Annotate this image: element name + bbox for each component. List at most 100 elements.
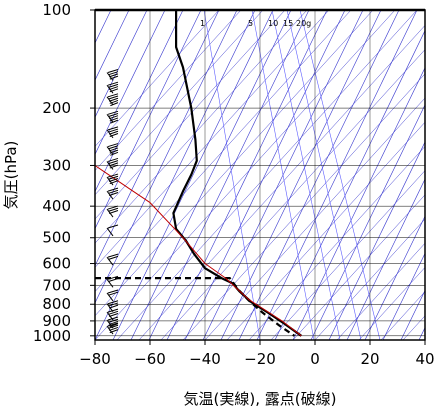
isotherm-line — [148, 10, 310, 340]
dry-adiabat-line — [95, 10, 220, 147]
dewpoint-profile-line — [95, 277, 296, 337]
barb-feather — [107, 93, 119, 98]
wind-barb — [106, 289, 119, 302]
background-lines — [95, 10, 425, 340]
wind-barb — [106, 110, 119, 124]
isotherm-line — [95, 10, 220, 267]
mixing-ratio-line — [251, 10, 315, 340]
dry-adiabat-line — [95, 10, 352, 292]
y-tick-label: 500 — [42, 229, 71, 247]
dry-adiabat-line — [270, 170, 425, 340]
barb-feather — [109, 149, 119, 154]
barb-feather — [109, 304, 119, 309]
wind-barb — [106, 187, 119, 200]
barb-feather — [109, 162, 119, 167]
barb-feather — [109, 326, 119, 331]
barb-feather — [107, 173, 119, 178]
isotherm-line — [184, 10, 346, 340]
isotherm-line — [220, 10, 382, 340]
barb-feather — [107, 126, 119, 131]
mixing-ratio-line — [271, 10, 341, 340]
isotherm-line — [328, 141, 425, 340]
dry-adiabat-line — [95, 10, 396, 340]
x-axis: −80 −60 −40 −20 0 20 40 — [79, 340, 435, 368]
wind-barb — [106, 81, 119, 94]
isotherm-line — [346, 178, 425, 340]
barb-feather — [107, 300, 119, 305]
barb-feather — [109, 88, 119, 93]
x-tick-label: −60 — [134, 350, 166, 368]
dry-adiabat-line — [336, 242, 425, 340]
dry-adiabat-line — [138, 25, 425, 340]
barb-feather — [109, 180, 119, 185]
barb-feather — [109, 75, 119, 80]
barb-feather — [107, 224, 119, 229]
wind-barb — [106, 224, 119, 237]
mixing-ratio-line — [299, 10, 381, 340]
barb-feather — [108, 291, 119, 296]
barb-feather — [108, 83, 119, 88]
barb-feather — [108, 128, 119, 133]
barb-feather — [109, 73, 119, 78]
wind-barbs — [106, 69, 119, 335]
y-tick-label: 400 — [42, 197, 71, 215]
mixing-ratio-label: 10 — [268, 19, 278, 28]
wind-barb — [106, 173, 119, 186]
y-axis-title: 気圧(hPa) — [2, 141, 20, 210]
barb-feather — [107, 289, 119, 294]
isotherm-line — [364, 215, 425, 340]
x-tick-label: 20 — [360, 350, 379, 368]
barb-feather — [107, 316, 119, 321]
isotherm-line — [292, 67, 425, 340]
barb-feather — [108, 175, 119, 180]
mixing-ratio-label: 20g — [296, 19, 311, 28]
isotherm-line — [95, 10, 202, 230]
isotherm-line — [95, 10, 256, 340]
barb-feather — [109, 323, 119, 328]
barb-feather — [107, 275, 119, 280]
wind-barb — [106, 93, 119, 107]
wind-barb — [106, 143, 119, 156]
dry-adiabat-line — [160, 49, 425, 340]
barb-feather — [108, 318, 119, 323]
wind-barb — [106, 69, 119, 81]
barb-feather — [110, 151, 119, 156]
isotherm-line — [95, 10, 130, 81]
barb-feather — [108, 278, 119, 282]
dry-adiabat-line — [95, 10, 308, 244]
barb-feather — [107, 308, 119, 313]
barb-feather — [109, 329, 119, 334]
y-tick-label: 300 — [42, 156, 71, 174]
barb-feather — [109, 130, 119, 135]
barb-feather — [108, 145, 119, 150]
profile-series — [95, 10, 302, 337]
barb-feather — [107, 322, 119, 327]
wind-barb — [106, 322, 119, 335]
barb-feather — [108, 189, 119, 194]
barb-feather — [108, 302, 119, 307]
barb-feather — [107, 143, 119, 148]
dry-adiabat-line — [314, 218, 425, 340]
barb-feather — [109, 320, 119, 325]
barb-feather — [109, 192, 119, 197]
parcel-profile-line — [95, 165, 302, 337]
barb-feather — [109, 164, 119, 169]
x-axis-title: 気温(実線), 露点(破線) — [184, 390, 337, 408]
barb-feather — [108, 207, 119, 212]
pressure-grid — [94, 9, 426, 340]
barb-feather — [107, 110, 119, 115]
wind-barb — [106, 157, 119, 170]
y-tick-label: 800 — [42, 295, 71, 313]
dry-adiabat-line — [358, 267, 425, 340]
isotherm-line — [382, 252, 425, 340]
wind-barb — [106, 275, 119, 288]
barb-staff — [106, 279, 114, 288]
dry-adiabat-line — [95, 10, 374, 317]
barb-feather — [107, 81, 119, 86]
barb-feather — [109, 115, 119, 120]
barb-feather — [107, 157, 119, 162]
mixing-ratio-line — [203, 10, 261, 340]
y-tick-label: 1000 — [33, 327, 71, 345]
wind-barb — [106, 253, 119, 266]
